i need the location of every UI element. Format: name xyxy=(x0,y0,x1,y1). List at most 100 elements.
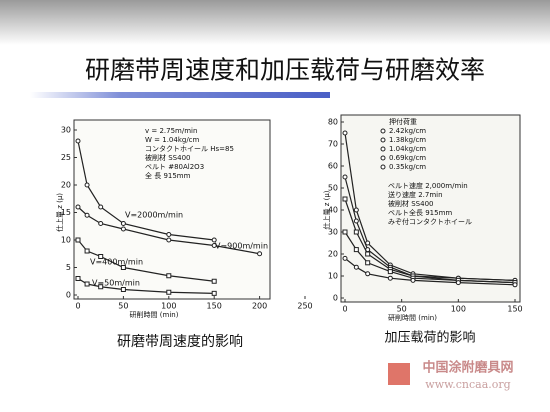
series-label: V=2000m/min xyxy=(125,211,183,220)
y-tick-label: 30 xyxy=(328,228,338,237)
watermark-url: www.cncaa.org xyxy=(425,378,510,391)
point xyxy=(166,289,172,295)
series-label: V=50m/min xyxy=(92,279,140,288)
annotation: 被削材 SS400 xyxy=(145,153,190,162)
annotation: ベルト #80Al2O3 xyxy=(145,163,204,171)
point xyxy=(211,278,217,284)
y-tick-label: 25 xyxy=(61,153,71,162)
point xyxy=(353,218,359,224)
y-tick-label: 60 xyxy=(328,162,338,171)
y-tick-label: 80 xyxy=(328,118,338,127)
plot-frame xyxy=(73,119,271,300)
point xyxy=(84,182,90,188)
legend-marker xyxy=(380,155,386,161)
x-tick-label: 200 xyxy=(252,302,267,311)
caption: 加压载荷的影响 xyxy=(384,330,475,346)
point xyxy=(342,196,348,202)
point xyxy=(166,232,172,237)
watermark-name: 中国涂附磨具网 xyxy=(422,360,513,376)
point xyxy=(211,243,217,248)
annotation: v = 2.75m/min xyxy=(145,127,197,135)
slide-title: 研磨带周速度和加压载荷与研磨效率 xyxy=(85,56,485,85)
y-tick-label: 10 xyxy=(328,272,338,281)
point xyxy=(455,280,461,286)
point xyxy=(257,251,263,257)
legend-label: 2.42kg/cm xyxy=(389,127,426,135)
point xyxy=(353,207,359,213)
point xyxy=(342,174,348,180)
point xyxy=(75,138,81,144)
point xyxy=(211,237,217,243)
caption: 研磨带周速度的影响 xyxy=(117,334,243,350)
y-axis-label: 仕上量 z (μ) xyxy=(322,190,331,229)
point xyxy=(120,226,126,232)
x-tick-label: 0 xyxy=(75,302,80,311)
x-axis-label: 研削時間 (min) xyxy=(388,313,437,322)
point xyxy=(387,275,393,281)
point xyxy=(98,221,104,226)
y-tick-label: 20 xyxy=(61,181,71,190)
legend-label: 0.69kg/cm xyxy=(389,154,426,162)
y-tick-label: 50 xyxy=(328,184,338,193)
x-tick-label: 50 xyxy=(397,305,407,314)
watermark-logo xyxy=(388,363,410,385)
y-tick-label: 5 xyxy=(66,263,71,272)
legend-title: 押付荷重 xyxy=(389,117,417,126)
legend-label: 0.35kg/cm xyxy=(389,163,426,171)
header-band xyxy=(0,0,550,45)
x-tick-label: 50 xyxy=(118,302,128,311)
annotation: ベルト速度 2,000m/min xyxy=(388,181,468,190)
series-line xyxy=(77,140,215,241)
annotation: みぞ付コンタクトホイール xyxy=(388,217,472,226)
point xyxy=(98,254,104,259)
point xyxy=(75,237,81,243)
series-label: V=400m/min xyxy=(90,258,143,267)
x-tick-label: 0 xyxy=(342,305,347,314)
x-tick-label: 150 xyxy=(207,302,222,311)
y-tick-label: 0 xyxy=(66,291,71,300)
y-tick-label: 20 xyxy=(328,250,338,259)
point xyxy=(211,290,217,296)
annotation: 被削材 SS400 xyxy=(388,199,433,208)
point xyxy=(342,130,348,136)
title-underline xyxy=(30,92,330,98)
legend-marker xyxy=(380,164,386,170)
y-tick-label: 10 xyxy=(61,236,71,245)
legend-marker xyxy=(380,128,386,134)
x-axis-label: 研削時間 (min) xyxy=(130,310,179,319)
legend-label: 1.04kg/cm xyxy=(389,145,426,153)
annotation: ベルト全長 915mm xyxy=(388,208,452,217)
legend-label: 1.38kg/cm xyxy=(389,136,426,144)
point xyxy=(342,255,348,261)
x-tick-label: 100 xyxy=(451,305,466,314)
annotation: コンタクトホイール Hs=85 xyxy=(145,144,234,153)
legend-marker xyxy=(380,137,386,143)
series-label: V=900m/min xyxy=(215,242,268,251)
point xyxy=(98,204,104,210)
point xyxy=(98,284,104,290)
annotation: 送り速度 2.7min xyxy=(388,190,443,199)
point xyxy=(410,277,416,283)
point xyxy=(75,276,81,281)
y-tick-label: 30 xyxy=(61,126,71,135)
point xyxy=(84,212,90,218)
point xyxy=(166,273,172,279)
point xyxy=(353,229,359,235)
x-tick-label: 150 xyxy=(507,305,522,314)
point xyxy=(84,248,90,254)
plot-frame xyxy=(340,114,521,303)
annotation: W = 1.04kg/cm xyxy=(145,136,200,144)
point xyxy=(84,281,90,287)
x-tick-label: 100 xyxy=(161,302,176,311)
y-tick-label: 15 xyxy=(61,208,71,217)
y-axis-label: 仕上量 z (μ) xyxy=(55,193,64,232)
point xyxy=(75,204,81,210)
annotation: 全 長 915mm xyxy=(145,171,191,180)
point xyxy=(512,282,518,288)
point xyxy=(342,229,348,235)
y-tick-label: 40 xyxy=(328,206,338,215)
x-tick-label: 250 xyxy=(297,302,312,311)
point xyxy=(387,269,393,275)
point xyxy=(120,265,126,270)
